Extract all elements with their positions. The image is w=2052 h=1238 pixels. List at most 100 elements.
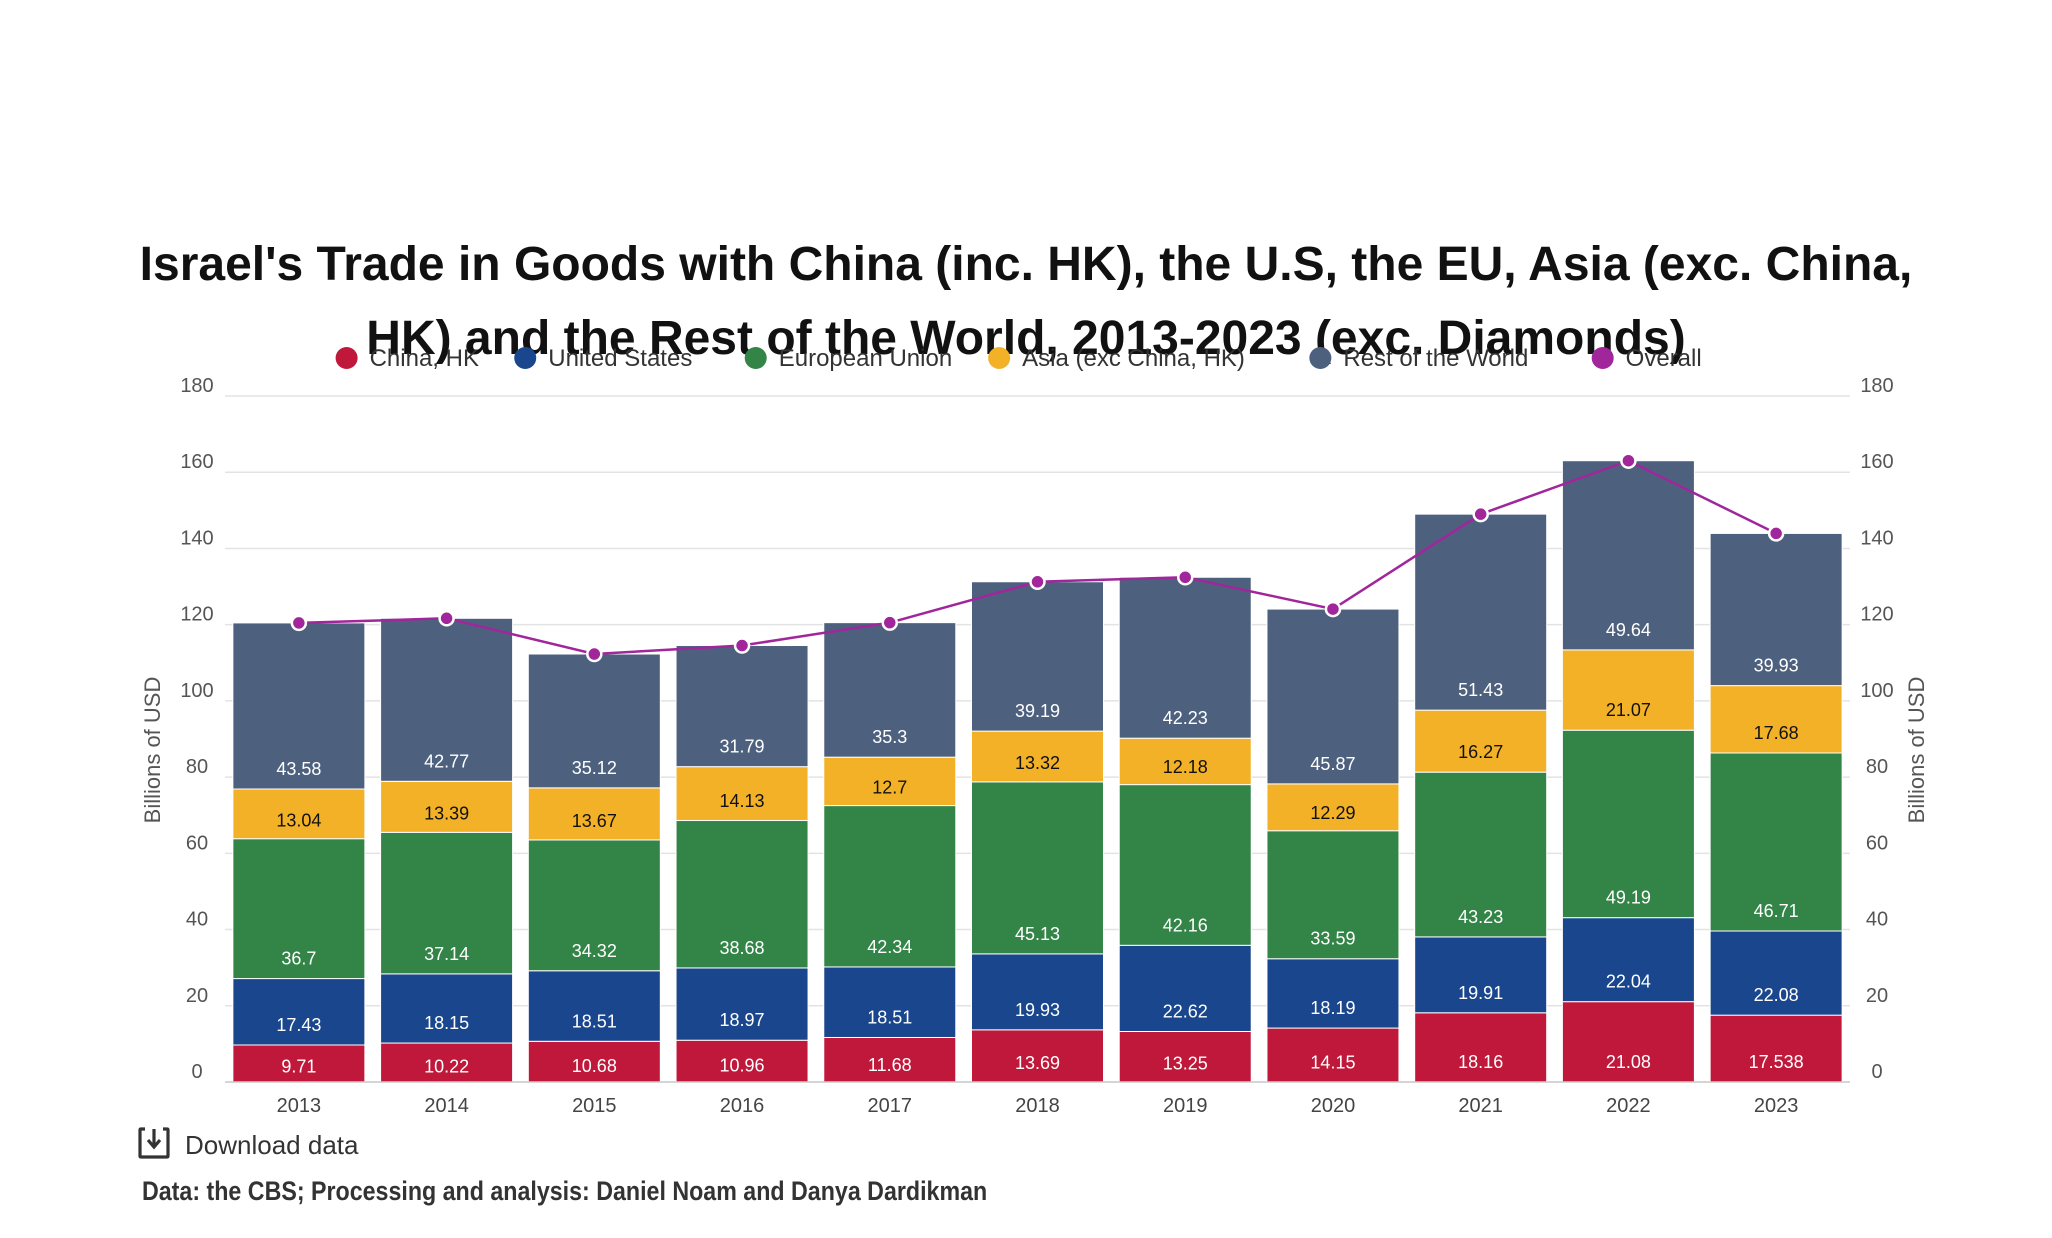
bar-segment <box>1118 576 1252 739</box>
legend-item[interactable]: European Union <box>744 345 952 372</box>
data-label: 13.25 <box>1163 1053 1208 1073</box>
y-axis-right: 0 20 40 60 80 100 120 140 160 180 Billions of USD <box>1860 375 1929 1083</box>
y-tick-label-right: 100 <box>1860 680 1893 702</box>
bar-segment <box>1561 917 1695 1003</box>
bar-segment <box>675 967 809 1041</box>
bar-segment <box>675 766 809 822</box>
download-icon <box>137 1126 171 1165</box>
legend-item[interactable]: Asia (exc China, HK) <box>988 345 1245 372</box>
x-tick-label: 2022 <box>1606 1095 1651 1117</box>
data-label: 10.68 <box>572 1056 617 1076</box>
bar-segment <box>1266 1027 1400 1083</box>
data-label: 19.91 <box>1458 983 1503 1003</box>
bar-segment <box>527 970 661 1042</box>
y-tick-label-left: 40 <box>186 909 208 931</box>
overall-point <box>1029 573 1046 591</box>
y-tick-label-left: 20 <box>186 985 208 1007</box>
bar-segment <box>1414 771 1548 938</box>
y-tick-label-right: 160 <box>1860 451 1893 473</box>
overall-point <box>1767 525 1785 542</box>
data-label: 13.69 <box>1015 1053 1060 1073</box>
data-label: 12.7 <box>872 777 907 797</box>
data-label: 14.13 <box>720 791 765 811</box>
legend-swatch <box>988 347 1011 369</box>
overall-point <box>1620 452 1637 469</box>
data-labels: 9.71 17.43 36.7 13.04 43.58 10.22 18.15 37.14 13… <box>276 620 1803 1077</box>
bar-segment <box>380 831 514 975</box>
data-label: 9.71 <box>281 1057 316 1077</box>
bar-segment <box>527 787 661 841</box>
legend-swatch <box>1309 347 1332 369</box>
y-tick-label-left: 140 <box>180 527 213 549</box>
legend-item[interactable]: China, HK <box>335 345 479 372</box>
x-tick-label: 2015 <box>572 1095 617 1117</box>
bar-segment <box>1266 608 1400 785</box>
overall-point <box>1324 600 1342 618</box>
data-label: 10.96 <box>720 1056 765 1076</box>
data-label: 17.43 <box>276 1015 321 1035</box>
x-tick-label: 2016 <box>720 1095 765 1117</box>
data-label: 38.68 <box>720 938 765 958</box>
y-axis-title-left: Billions of USD <box>140 677 165 824</box>
y-axis-title-right: Billions of USD <box>1904 677 1929 824</box>
data-label: 18.51 <box>572 1011 617 1031</box>
bar-segment <box>1414 513 1548 711</box>
data-label: 35.12 <box>572 758 617 778</box>
bar-segment <box>1266 958 1400 1029</box>
x-tick-label: 2018 <box>1015 1095 1060 1117</box>
data-label: 42.23 <box>1163 708 1208 728</box>
data-label: 18.16 <box>1458 1052 1503 1072</box>
bars <box>232 460 1843 1083</box>
bar-segment <box>675 820 809 969</box>
y-tick-label-right: 180 <box>1860 375 1893 397</box>
data-label: 18.19 <box>1310 998 1355 1018</box>
bar-segment <box>1561 460 1695 651</box>
y-tick-label-left: 0 <box>191 1061 202 1083</box>
data-label: 37.14 <box>424 944 469 964</box>
bar-segment <box>1709 685 1843 754</box>
data-label: 42.16 <box>1163 915 1208 935</box>
bar-segment <box>1561 649 1695 731</box>
data-label: 18.15 <box>424 1013 469 1033</box>
data-label: 16.27 <box>1458 742 1503 762</box>
y-tick-label-right: 80 <box>1866 756 1888 778</box>
data-label: 49.64 <box>1606 620 1651 640</box>
bar-segment <box>1709 1014 1843 1083</box>
legend-label: Asia (exc China, HK) <box>1022 345 1245 372</box>
bar-segment <box>380 973 514 1044</box>
data-label: 43.23 <box>1458 907 1503 927</box>
legend-swatch <box>744 347 767 369</box>
legend-label: United States <box>548 345 692 372</box>
data-label: 18.97 <box>720 1010 765 1030</box>
bar-segment <box>1266 830 1400 960</box>
source-note: Data: the CBS; Processing and analysis: … <box>142 1176 988 1206</box>
overall-point <box>586 645 603 663</box>
data-label: 19.93 <box>1015 1000 1060 1020</box>
bar-segment <box>1118 737 1252 786</box>
x-tick-label: 2020 <box>1311 1095 1356 1117</box>
bar-segment <box>823 622 957 758</box>
data-label: 13.39 <box>424 804 469 824</box>
legend-label: China, HK <box>370 345 479 372</box>
bar-segment <box>1118 944 1252 1033</box>
bar-segment <box>232 622 366 790</box>
y-tick-label-right: 120 <box>1860 604 1893 626</box>
bar-segment <box>1709 930 1843 1016</box>
data-label: 39.93 <box>1754 656 1799 676</box>
x-tick-label: 2017 <box>868 1095 913 1117</box>
legend-item[interactable]: Rest of the World <box>1309 345 1528 372</box>
bar-segment <box>675 1039 809 1083</box>
legend-swatch <box>514 347 537 369</box>
download-data-button[interactable]: Download data <box>137 1125 358 1165</box>
x-tick-label: 2021 <box>1458 1095 1503 1117</box>
bar-segment <box>675 645 809 768</box>
bar-segment <box>823 805 957 968</box>
bar-segment <box>1561 729 1695 919</box>
legend-item[interactable]: Overall <box>1591 345 1702 372</box>
bar-segment <box>232 788 366 840</box>
data-label: 18.51 <box>867 1007 912 1027</box>
legend-label: Overall <box>1626 345 1702 372</box>
legend-item[interactable]: United States <box>514 345 692 372</box>
data-label: 13.32 <box>1015 753 1060 773</box>
data-label: 34.32 <box>572 941 617 961</box>
